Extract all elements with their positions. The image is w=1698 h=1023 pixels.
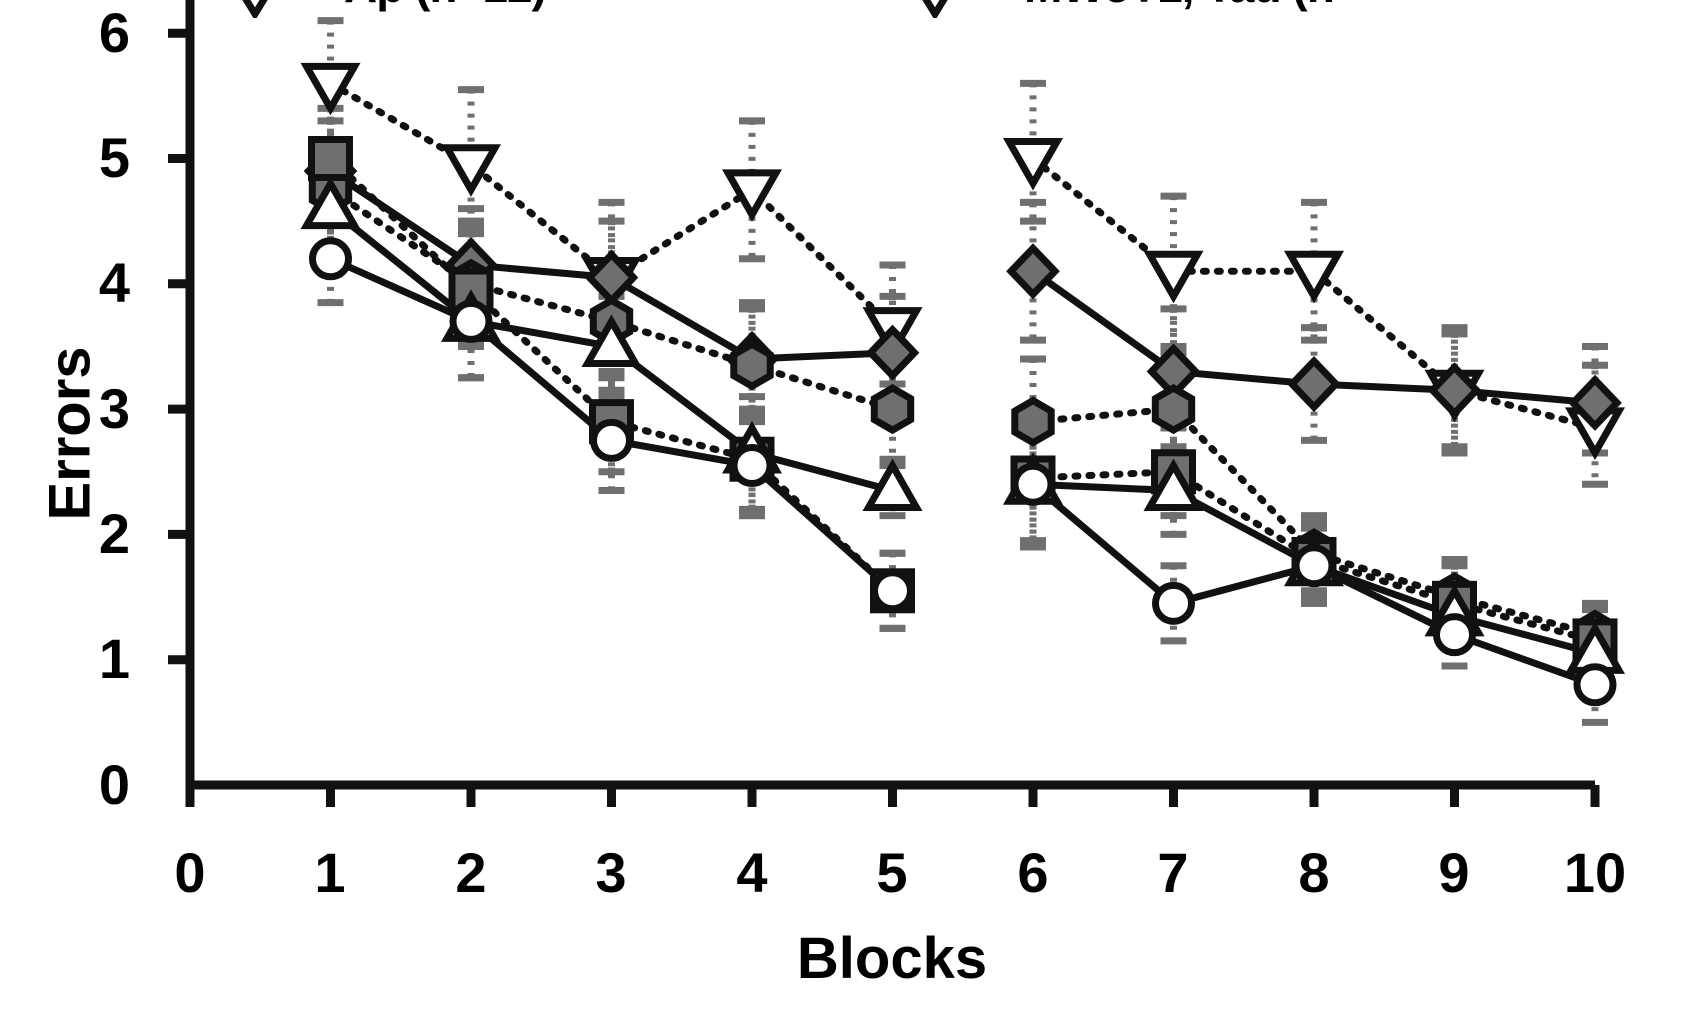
circle-open-marker [1156,585,1192,621]
hexagon-filled-marker [1015,401,1051,443]
circle-open-marker [1437,617,1473,653]
inverted-triangle-open-marker [1150,254,1198,296]
circle-open-marker [734,447,770,483]
inverted-triangle-open-marker [1290,254,1338,296]
diamond-filled-marker [871,330,915,376]
hexagon-filled-marker [874,388,910,430]
circle-open-marker [594,422,630,458]
square-filled-marker [312,140,350,178]
plot-area [0,0,1698,1023]
circle-open-marker [1577,667,1613,703]
circle-open-marker [875,573,911,609]
circle-open-marker [313,241,349,277]
diamond-filled-marker [1292,361,1336,407]
hexagon-filled-marker [1155,388,1191,430]
circle-open-marker [1015,466,1051,502]
circle-open-marker [453,303,489,339]
diamond-filled-marker [1011,248,1055,294]
inverted-triangle-open-marker [1009,142,1057,184]
circle-open-marker [1296,548,1332,584]
inverted-triangle-open-marker [307,66,355,108]
inverted-triangle-open-marker [447,148,495,190]
hexagon-filled-marker [734,344,770,386]
series-lines [331,83,1596,684]
chart-figure: Ap (n=12) MWoT1, Tau (n 6 5 4 3 2 1 0 Er… [0,0,1698,1023]
